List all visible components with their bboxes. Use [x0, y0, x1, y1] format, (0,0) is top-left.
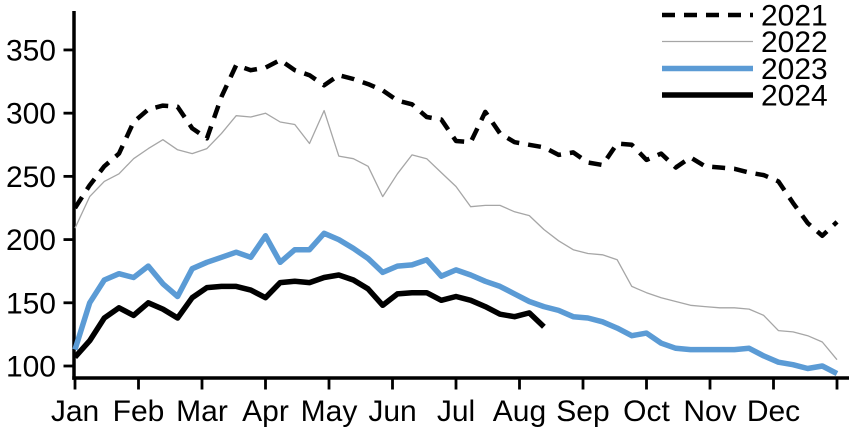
- x-axis: Jan Feb Mar Apr May Jun Jul Aug Sep Oct Nov Dec: [51, 376, 849, 428]
- y-axis-ticks: [63, 48, 74, 368]
- x-tick-label: Sep: [556, 395, 609, 428]
- x-tick-label: Jan: [51, 395, 99, 428]
- legend-label-2024: 2024: [761, 80, 828, 113]
- y-tick-label: 100: [6, 351, 56, 384]
- series-2023: [72, 230, 839, 377]
- y-axis: 100 150 200 250 300 350: [6, 11, 76, 384]
- series-2021: [73, 57, 839, 239]
- legend-item-2021: 2021: [662, 0, 828, 33]
- x-tick-label: Mar: [176, 395, 228, 428]
- series-2022: [74, 109, 838, 361]
- y-axis-labels: 100 150 200 250 300 350: [6, 34, 56, 383]
- y-tick-label: 200: [6, 224, 56, 257]
- x-tick-label: Feb: [113, 395, 165, 428]
- y-tick-label: 250: [6, 161, 56, 194]
- x-tick-label: Jun: [368, 395, 416, 428]
- y-tick-label: 350: [6, 34, 56, 67]
- x-tick-label: Aug: [493, 395, 546, 428]
- x-tick-label: Nov: [683, 395, 736, 428]
- x-tick-label: May: [301, 395, 358, 428]
- legend-item-2023: 2023: [662, 53, 828, 86]
- legend-label-2021: 2021: [761, 0, 828, 33]
- x-tick-label: Jul: [437, 395, 475, 428]
- x-tick-label: Oct: [623, 395, 670, 428]
- legend-label-2023: 2023: [761, 53, 828, 86]
- legend-item-2024: 2024: [662, 80, 828, 113]
- plot-series: [72, 57, 839, 377]
- x-axis-ticks: [73, 378, 839, 390]
- legend-item-2022: 2022: [662, 26, 828, 59]
- y-tick-label: 150: [6, 287, 56, 320]
- legend: 2021 2022 2023 2024: [662, 0, 828, 113]
- series-2024: [72, 272, 546, 360]
- legend-label-2022: 2022: [761, 26, 828, 59]
- x-tick-label: Dec: [747, 395, 800, 428]
- y-tick-label: 300: [6, 98, 56, 131]
- x-axis-labels: Jan Feb Mar Apr May Jun Jul Aug Sep Oct Nov Dec: [51, 395, 800, 428]
- x-tick-label: Apr: [242, 395, 289, 428]
